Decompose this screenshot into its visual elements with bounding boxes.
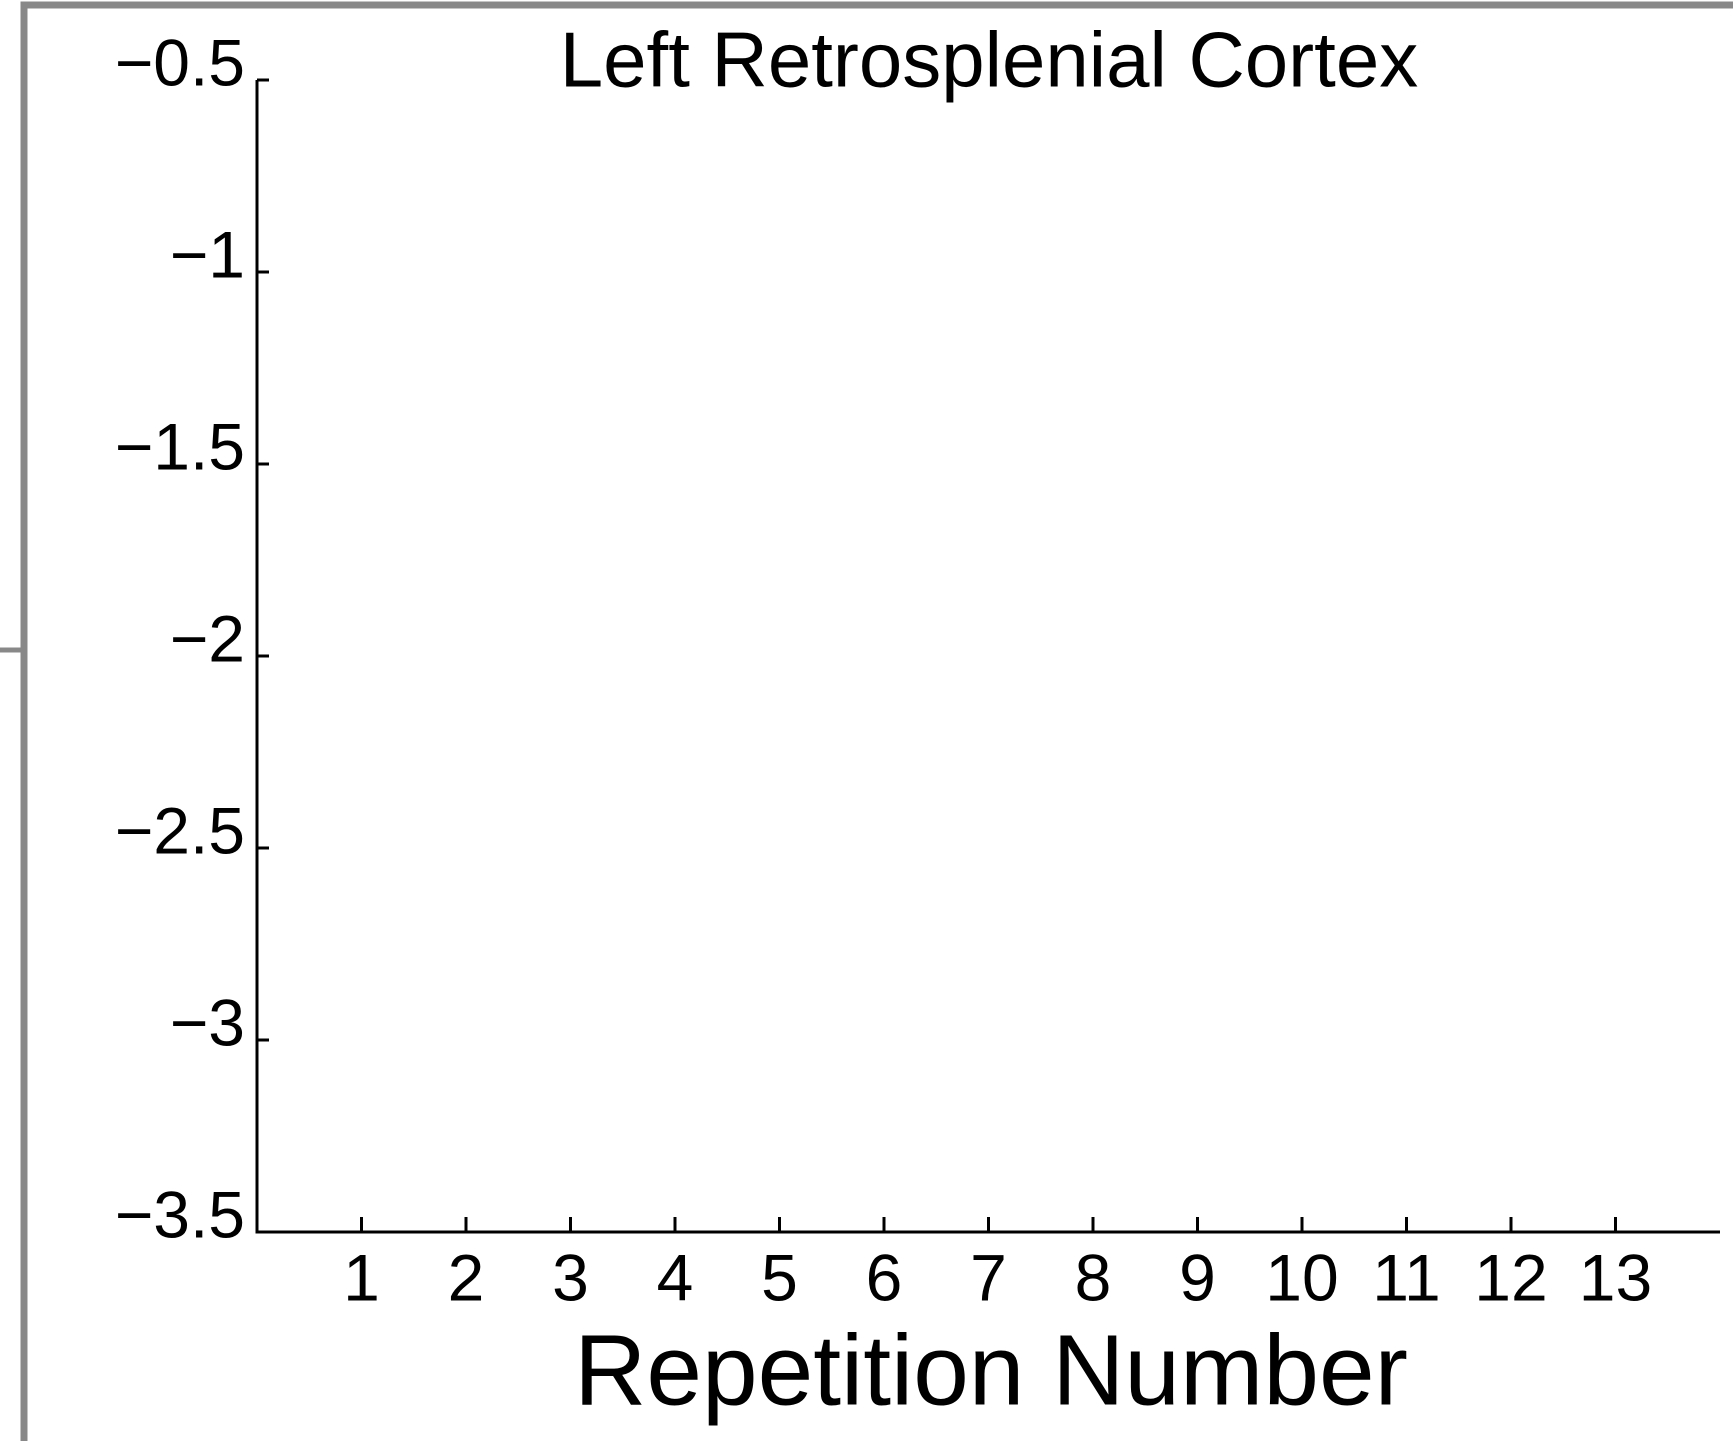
x-tick-label: 2 — [448, 1240, 485, 1314]
x-tick-label: 10 — [1265, 1240, 1338, 1314]
y-tick-label: −0.5 — [115, 25, 245, 99]
y-tick-label: −1 — [170, 217, 245, 291]
y-tick-label: −2.5 — [115, 793, 245, 867]
y-tick-label: −2 — [170, 601, 245, 675]
x-tick-label: 11 — [1372, 1240, 1441, 1314]
frame — [20, 1, 1733, 1441]
x-tick-label: 6 — [866, 1240, 903, 1314]
y-tick-label: −1.5 — [115, 409, 245, 483]
y-tick-label: −3.5 — [115, 1177, 245, 1251]
x-tick-label: 12 — [1474, 1240, 1547, 1314]
x-tick-label: 8 — [1075, 1240, 1112, 1314]
x-tick-label: 13 — [1579, 1240, 1652, 1314]
x-axis-label: Repetition Number — [574, 1314, 1408, 1426]
x-tick-label: 9 — [1179, 1240, 1216, 1314]
x-tick-label: 3 — [552, 1240, 589, 1314]
x-tick-label: 7 — [970, 1240, 1007, 1314]
chart-title: Left Retrosplenial Cortex — [560, 16, 1418, 104]
x-tick-label: 1 — [343, 1240, 380, 1314]
x-tick-label: 4 — [657, 1240, 694, 1314]
y-tick-label: −3 — [170, 985, 245, 1059]
x-tick-label: 5 — [761, 1240, 798, 1314]
